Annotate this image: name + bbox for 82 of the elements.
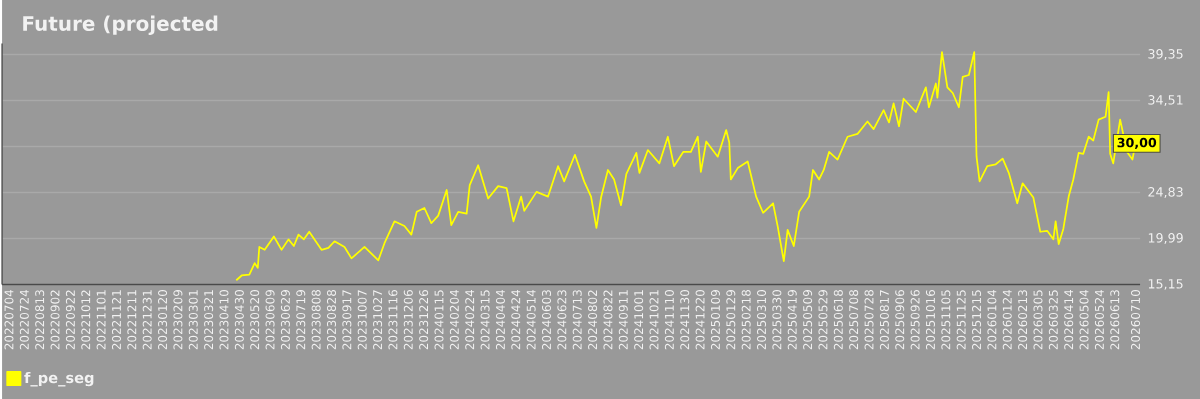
x-tick-label: 20220813 [35, 290, 45, 350]
x-tick-label: 20250509 [803, 289, 813, 350]
x-tick-label: 20251215 [972, 290, 982, 350]
annotation: 30,00 [1117, 137, 1157, 149]
x-tick-label: 20240514 [526, 289, 536, 350]
x-tick-label: 20250129 [726, 289, 736, 350]
x-tick-label: 20250618 [833, 289, 843, 350]
x-tick-label: 20250817 [879, 290, 889, 350]
x-tick-label: 20230719 [296, 289, 306, 350]
x-tick-label: 20250109 [710, 289, 720, 350]
x-tick-label: 20260104 [987, 289, 997, 350]
x-tick-label: 20250419 [787, 289, 797, 350]
x-tick-label: 20231007 [357, 290, 367, 350]
x-tick-label: 20250728 [864, 289, 874, 350]
x-tick-label: 20240713 [572, 290, 582, 350]
chart-title: Future (projected [23, 15, 218, 35]
x-tick-label: 20251016 [925, 289, 935, 350]
x-tick-label: 20220902 [50, 290, 60, 350]
x-tick-label: 20240911 [618, 290, 628, 350]
x-tick-label: 20231226 [419, 289, 429, 350]
x-tick-label: 20230321 [204, 290, 214, 350]
x-tick-label: 20260305 [1033, 290, 1043, 350]
x-tick-label: 20250708 [849, 289, 859, 350]
x-tick-label: 20260524 [1094, 289, 1104, 350]
x-tick-label: 20241220 [695, 289, 705, 350]
x-tick-label: 20230410 [219, 289, 229, 350]
x-tick-label: 20231027 [373, 290, 383, 350]
x-tick-label: 20240204 [449, 289, 459, 350]
x-tick-label: 20220704 [4, 289, 14, 350]
x-tick-label: 20250330 [772, 289, 782, 350]
x-tick-label: 20231206 [403, 289, 413, 350]
x-tick-label: 20221211 [127, 290, 137, 350]
x-tick-label: 20240623 [557, 290, 567, 350]
x-tick-label: 20240603 [541, 290, 552, 350]
x-tick-label: 20260504 [1079, 289, 1089, 350]
x-tick-label: 20240424 [511, 289, 521, 350]
x-tick-label: 20231116 [388, 289, 398, 350]
x-tick-label: 20250906 [895, 289, 905, 350]
x-tick-label: 20251125 [956, 290, 966, 350]
x-tick-label: 20240115 [434, 290, 444, 350]
y-tick-label: 19,99 [1148, 232, 1183, 244]
x-tick-label: 20250218 [741, 289, 751, 350]
x-tick-label: 20230629 [280, 289, 290, 350]
x-tick-label: 20221012 [81, 290, 91, 350]
x-tick-label: 20260710 [1130, 289, 1141, 350]
x-tick-label: 20260325 [1048, 290, 1058, 350]
x-tick-label: 20221101 [96, 290, 106, 350]
x-tick-label: 20241110 [664, 289, 674, 350]
x-tick-label: 20230209 [173, 289, 183, 350]
y-tick-label: 34,51 [1148, 94, 1183, 106]
x-tick-label: 20250529 [818, 289, 828, 350]
x-tick-label: 20240224 [465, 289, 475, 350]
x-tick-label: 20220922 [65, 290, 75, 350]
x-tick-label: 20240802 [588, 290, 598, 350]
x-tick-label: 20230520 [250, 289, 260, 350]
x-tick-label: 20230120 [158, 289, 168, 350]
x-tick-label: 20230430 [234, 289, 244, 350]
x-tick-label: 20221231 [142, 290, 152, 350]
x-tick-label: 20220724 [19, 289, 29, 350]
x-tick-label: 20260124 [1002, 289, 1012, 350]
x-tick-label: 20230828 [326, 289, 337, 350]
x-tick-label: 20230808 [311, 289, 321, 350]
x-tick-label: 20250926 [910, 289, 920, 350]
x-tick-label: 20241001 [634, 290, 644, 350]
x-tick-label: 20240404 [495, 289, 505, 350]
x-tick-label: 20240315 [480, 290, 490, 350]
y-tick-label: 39,35 [1148, 48, 1183, 60]
x-tick-label: 20240822 [603, 290, 613, 350]
x-tick-label: 20260613 [1110, 290, 1120, 350]
x-tick-label: 20221121 [111, 290, 122, 350]
legend-label: f_pe_seg [24, 371, 94, 387]
x-tick-label: 20251105 [941, 290, 951, 350]
x-tick-label: 20230609 [265, 289, 275, 350]
x-tick-label: 20230301 [188, 290, 198, 350]
x-tick-label: 20250310 [756, 289, 767, 350]
x-tick-label: 20241130 [680, 289, 690, 350]
y-tick-label: 24,83 [1148, 186, 1183, 198]
y-tick-label: 15,15 [1148, 279, 1183, 290]
x-tick-label: 20241021 [649, 290, 659, 350]
x-tick-label: 20260414 [1064, 289, 1074, 350]
x-tick-label: 20230917 [342, 290, 352, 350]
x-tick-label: 20260213 [1018, 290, 1028, 350]
